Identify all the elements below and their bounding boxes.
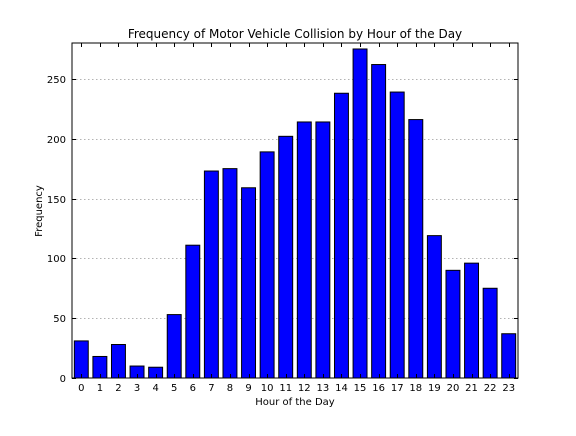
bar-hour-18 xyxy=(408,119,424,379)
x-tick-label: 8 xyxy=(227,383,233,394)
x-tick-label: 7 xyxy=(208,383,214,394)
bars xyxy=(73,48,517,379)
bar-hour-9 xyxy=(241,187,257,379)
x-tick-label: 13 xyxy=(317,383,330,394)
x-tick-label: 6 xyxy=(190,383,196,394)
bar-hour-10 xyxy=(259,151,275,379)
bar-hour-7 xyxy=(203,170,219,379)
x-tick-label: 20 xyxy=(447,383,460,394)
x-tick-label: 4 xyxy=(152,383,158,394)
plot-frame xyxy=(71,42,519,379)
x-tick-label: 21 xyxy=(465,383,478,394)
bar-hour-21 xyxy=(464,262,480,379)
x-tick-label: 5 xyxy=(171,383,177,394)
x-tick-label: 10 xyxy=(261,383,274,394)
bar-hour-1 xyxy=(92,355,108,379)
x-tick-label: 19 xyxy=(428,383,441,394)
bar-hour-0 xyxy=(73,340,89,379)
bar-hour-8 xyxy=(222,168,238,379)
bar-hour-17 xyxy=(389,91,405,379)
x-tick-label: 22 xyxy=(484,383,497,394)
x-tick-label: 1 xyxy=(97,383,103,394)
x-axis-label: Hour of the Day xyxy=(255,397,335,408)
y-axis-label: Frequency xyxy=(34,185,45,237)
bar-hour-4 xyxy=(148,366,164,379)
bar-hour-13 xyxy=(315,121,331,379)
x-tick-label: 0 xyxy=(78,383,84,394)
bar-hour-6 xyxy=(185,244,201,379)
x-tick-label: 14 xyxy=(335,383,348,394)
x-tick-label: 3 xyxy=(134,383,140,394)
bar-hour-22 xyxy=(482,287,498,379)
y-tick-label: 50 xyxy=(53,314,66,325)
x-tick-label: 15 xyxy=(354,383,367,394)
y-tick-label: 0 xyxy=(60,374,66,385)
bar-hour-12 xyxy=(296,121,312,379)
y-tick-label: 100 xyxy=(47,254,66,265)
chart-title: Frequency of Motor Vehicle Collision by … xyxy=(128,27,462,41)
x-tick-label: 23 xyxy=(502,383,515,394)
bar-hour-20 xyxy=(445,269,461,379)
x-tick-label: 9 xyxy=(245,383,251,394)
y-tick-label: 200 xyxy=(47,135,66,146)
x-tick-label: 12 xyxy=(298,383,311,394)
x-tick-label: 11 xyxy=(279,383,292,394)
x-tick-label: 2 xyxy=(115,383,121,394)
bar-hour-19 xyxy=(426,235,442,379)
x-tick-label: 16 xyxy=(372,383,385,394)
bar-hour-11 xyxy=(278,135,294,379)
x-axis-ticks: 0 1 2 3 4 5 6 7 8 9 10 11 12 13 14 15 16 17 18 19 20 21 22 23 xyxy=(78,43,515,394)
bar-hour-23 xyxy=(501,333,517,379)
y-axis-ticks: 0 50 100 150 200 250 xyxy=(47,75,518,385)
bar-hour-2 xyxy=(110,344,126,379)
y-tick-label: 250 xyxy=(47,75,66,86)
bar-hour-15 xyxy=(352,48,368,379)
y-tick-label: 150 xyxy=(47,195,66,206)
bar-hour-16 xyxy=(371,64,387,379)
bar-hour-14 xyxy=(333,92,349,379)
x-tick-label: 18 xyxy=(409,383,422,394)
x-tick-label: 17 xyxy=(391,383,404,394)
bar-hour-5 xyxy=(166,314,182,379)
